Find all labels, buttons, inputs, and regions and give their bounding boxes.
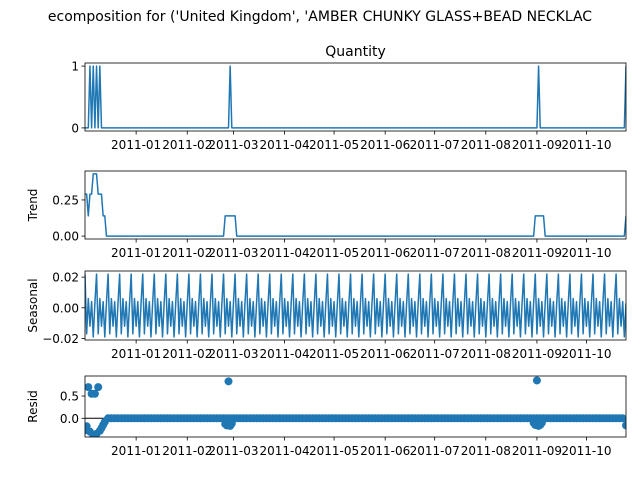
y-tick-label: 0.02	[52, 271, 79, 285]
plot-marks	[85, 65, 626, 129]
x-tick-label: 2011-06	[360, 347, 410, 361]
plot-marks	[85, 273, 626, 338]
axes-frame	[84, 170, 627, 240]
y-tick-label: 0.5	[60, 390, 79, 404]
y-tick-label: 0.25	[52, 193, 79, 207]
x-tick-label: 2011-03	[208, 138, 258, 152]
x-tick-label: 2011-06	[360, 444, 410, 458]
x-tick-label: 2011-09	[512, 246, 562, 260]
x-tick-label: 2011-07	[410, 444, 460, 458]
x-tick-label: 2011-05	[309, 138, 359, 152]
x-tick-label: 2011-01	[111, 246, 161, 260]
x-tick-label: 2011-08	[461, 347, 511, 361]
x-tick-label: 2011-10	[561, 347, 611, 361]
y-tick-label: 0.0	[60, 412, 79, 426]
panel-title: Quantity	[325, 44, 386, 60]
y-tick-label: 0.00	[52, 230, 79, 244]
x-tick-label: 2011-05	[309, 347, 359, 361]
y-tick-label: −0.02	[42, 332, 79, 346]
resid-point	[85, 383, 93, 392]
resid-point	[537, 418, 546, 427]
x-tick-label: 2011-10	[561, 138, 611, 152]
resid-point	[224, 377, 233, 386]
axes-frame	[84, 270, 627, 341]
x-tick-label: 2011-10	[561, 444, 611, 458]
x-tick-label: 2011-08	[461, 444, 511, 458]
y-axis-label: Seasonal	[26, 278, 40, 332]
x-tick-label: 2011-02	[162, 444, 212, 458]
x-tick-label: 2011-01	[111, 138, 161, 152]
x-tick-label: 2011-04	[260, 246, 310, 260]
resid-point	[622, 421, 626, 430]
resid-point	[532, 376, 541, 385]
resid-point	[227, 419, 236, 428]
resid-point	[100, 417, 109, 426]
x-tick-label: 2011-02	[162, 138, 212, 152]
x-tick-label: 2011-05	[309, 246, 359, 260]
plot-marks	[85, 376, 626, 437]
x-tick-label: 2011-06	[360, 246, 410, 260]
x-tick-label: 2011-06	[360, 138, 410, 152]
series-line	[85, 173, 626, 237]
axes-frame	[84, 375, 627, 438]
x-tick-label: 2011-05	[309, 444, 359, 458]
x-tick-label: 2011-01	[111, 444, 161, 458]
x-tick-label: 2011-08	[461, 138, 511, 152]
x-tick-label: 2011-08	[461, 246, 511, 260]
x-tick-label: 2011-04	[260, 347, 310, 361]
series-line	[85, 65, 626, 129]
plot-marks	[85, 173, 626, 237]
figure-suptitle: ecomposition for ('United Kingdom', 'AMB…	[48, 9, 592, 25]
x-tick-label: 2011-02	[162, 246, 212, 260]
x-tick-label: 2011-09	[512, 138, 562, 152]
resid-point	[94, 383, 103, 392]
x-tick-label: 2011-10	[561, 246, 611, 260]
x-tick-label: 2011-03	[208, 347, 258, 361]
x-tick-label: 2011-09	[512, 444, 562, 458]
x-tick-label: 2011-02	[162, 347, 212, 361]
x-tick-label: 2011-07	[410, 347, 460, 361]
seasonal-line	[85, 273, 626, 338]
y-tick-label: 1	[71, 60, 79, 74]
resid-point	[90, 389, 99, 398]
x-tick-label: 2011-04	[260, 444, 310, 458]
y-axis-label: Resid	[26, 390, 40, 422]
x-tick-label: 2011-07	[410, 138, 460, 152]
x-tick-label: 2011-01	[111, 347, 161, 361]
x-tick-label: 2011-03	[208, 246, 258, 260]
axes-frame	[84, 62, 627, 132]
x-tick-label: 2011-09	[512, 347, 562, 361]
y-tick-label: 0	[71, 121, 79, 135]
x-tick-label: 2011-03	[208, 444, 258, 458]
y-axis-label: Trend	[26, 189, 40, 223]
x-tick-label: 2011-04	[260, 138, 310, 152]
x-tick-label: 2011-07	[410, 246, 460, 260]
resid-point	[618, 414, 626, 423]
y-tick-label: 0.00	[52, 301, 79, 315]
